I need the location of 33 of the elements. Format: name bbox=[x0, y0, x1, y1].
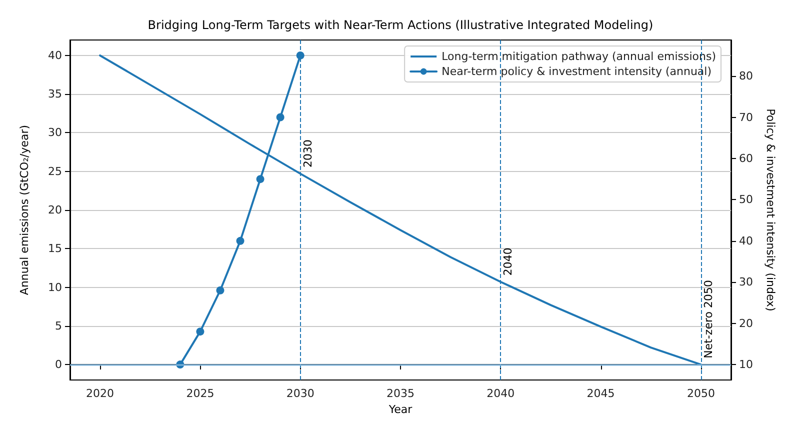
y2-tick-label: 60 bbox=[739, 152, 753, 165]
x-axis-title: Year bbox=[388, 403, 413, 416]
y2-tick-label: 10 bbox=[739, 358, 753, 372]
y-tick-label: 10 bbox=[48, 280, 62, 294]
chart-title: Bridging Long-Term Targets with Near-Term Actions (Illustrative Integrated Modeling) bbox=[148, 18, 654, 32]
annotation: Net-zero 2050 bbox=[702, 280, 715, 358]
y2-tick-label: 50 bbox=[739, 193, 753, 206]
y-tick-label: 30 bbox=[48, 126, 62, 140]
y2-tick-label: 20 bbox=[739, 316, 753, 330]
y2-axis-title: Policy & investment intensity (index) bbox=[764, 108, 777, 312]
y-tick-label: 35 bbox=[48, 88, 62, 101]
annotation: 2040 bbox=[502, 248, 515, 276]
legend-label: Near-term policy & investment intensity (annual) bbox=[442, 65, 712, 78]
y-tick-label: 20 bbox=[48, 204, 62, 216]
legend-label: Long-term mitigation pathway (annual emissions) bbox=[442, 50, 716, 63]
x-tick-label: 2045 bbox=[586, 387, 615, 400]
x-tick-label: 2035 bbox=[386, 387, 414, 400]
y2-tick-label: 40 bbox=[739, 234, 753, 248]
y2-tick-label: 30 bbox=[739, 276, 753, 289]
y-tick-label: 5 bbox=[55, 319, 62, 332]
x-tick-label: 2025 bbox=[186, 387, 214, 400]
y2-tick-label: 70 bbox=[739, 110, 753, 124]
annotation: 2030 bbox=[301, 140, 314, 168]
y2-tick-label: 80 bbox=[739, 70, 753, 83]
x-tick-label: 2040 bbox=[486, 387, 515, 400]
x-tick-label: 2020 bbox=[86, 387, 114, 400]
y-tick-label: 0 bbox=[55, 358, 62, 372]
y-tick-label: 15 bbox=[48, 242, 62, 256]
y-axis-title: Annual emissions (GtCO₂/year) bbox=[18, 124, 31, 296]
x-tick-label: 2030 bbox=[286, 387, 314, 400]
y-tick-label: 25 bbox=[48, 164, 62, 178]
x-tick-label: 2050 bbox=[686, 387, 715, 400]
y-tick-label: 40 bbox=[48, 48, 62, 62]
